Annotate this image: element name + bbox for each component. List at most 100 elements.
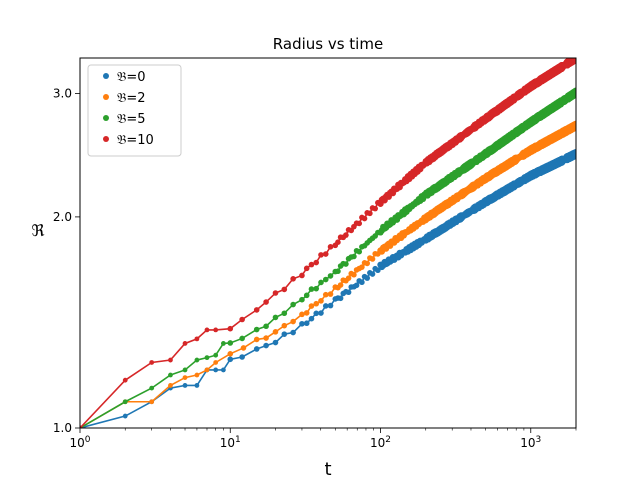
data-point	[572, 122, 576, 129]
data-point	[308, 261, 315, 268]
data-point	[281, 331, 288, 337]
data-point	[359, 264, 365, 270]
legend-marker	[103, 73, 109, 79]
data-point	[351, 271, 357, 278]
data-point	[168, 357, 173, 363]
data-point	[213, 327, 219, 333]
data-point	[253, 336, 260, 343]
legend-box	[87, 64, 182, 157]
legend-label: 𝔅=10	[117, 133, 154, 148]
data-point	[353, 282, 360, 289]
series-1	[80, 120, 576, 428]
data-point	[204, 327, 210, 333]
data-point	[182, 383, 188, 388]
data-point	[359, 279, 365, 286]
data-point	[572, 150, 576, 158]
data-point	[303, 292, 310, 299]
data-point	[80, 425, 83, 428]
data-point	[367, 210, 373, 217]
data-point	[239, 335, 245, 342]
data-point	[375, 267, 381, 274]
data-point	[364, 260, 371, 267]
data-point	[272, 329, 279, 335]
legend-item: 𝔅=10	[103, 133, 154, 148]
data-point	[290, 276, 296, 282]
legend: 𝔅=0 𝔅=2 𝔅=5 𝔅=10	[87, 64, 182, 157]
data-point	[272, 290, 279, 296]
y-tick-label: 3.0	[53, 86, 72, 100]
legend-item: 𝔅=5	[103, 112, 146, 127]
data-point	[220, 367, 226, 373]
data-point	[182, 341, 188, 346]
data-point	[281, 286, 288, 293]
y-tick-label: 2.0	[53, 210, 72, 224]
data-point	[335, 239, 341, 245]
data-point	[240, 345, 247, 351]
data-point	[322, 251, 329, 257]
axes-frame	[79, 57, 577, 429]
data-point	[337, 295, 344, 302]
x-tick-label: 100	[69, 435, 90, 450]
data-point	[369, 271, 376, 277]
data-point	[303, 310, 310, 316]
x-tick-label: 102	[370, 435, 391, 450]
data-point	[361, 215, 368, 222]
legend-label: 𝔅=2	[117, 91, 146, 106]
data-point	[356, 220, 363, 227]
data-point	[572, 89, 576, 96]
legend-marker	[103, 94, 109, 100]
data-point	[122, 413, 128, 419]
data-point	[313, 310, 320, 317]
data-point	[308, 315, 315, 322]
data-point	[290, 318, 296, 325]
y-tick-label: 1.0	[53, 421, 72, 435]
data-point	[322, 303, 329, 309]
data-point	[227, 351, 234, 357]
data-point	[318, 298, 324, 304]
data-point	[194, 357, 200, 363]
data-point	[168, 383, 173, 388]
data-point	[335, 268, 341, 275]
data-point	[263, 323, 269, 330]
data-point	[194, 383, 200, 388]
data-point	[149, 399, 155, 405]
data-point	[364, 275, 371, 281]
data-point	[253, 346, 260, 352]
data-point	[122, 377, 128, 383]
x-tick-label: 101	[220, 435, 241, 450]
data-point	[204, 355, 210, 361]
data-point	[345, 289, 352, 296]
data-point	[313, 285, 320, 292]
data-point	[290, 301, 296, 308]
data-point	[194, 372, 200, 378]
legend-item: 𝔅=2	[103, 91, 146, 106]
legend-marker	[103, 115, 109, 121]
data-point	[299, 296, 305, 303]
data-point	[253, 307, 260, 313]
data-point	[272, 339, 279, 346]
data-point	[227, 356, 234, 363]
data-point	[194, 336, 200, 342]
chart-title: Radius vs time	[273, 35, 383, 53]
data-point	[299, 311, 305, 318]
data-point	[263, 342, 269, 349]
legend-marker	[103, 136, 109, 142]
data-point	[318, 310, 324, 316]
data-point	[327, 244, 334, 250]
data-point	[263, 335, 269, 341]
data-point	[308, 286, 315, 292]
data-point	[213, 360, 219, 365]
data-point	[168, 372, 173, 378]
data-point	[327, 291, 334, 297]
legend-label: 𝔅=0	[117, 70, 146, 85]
data-point	[343, 232, 349, 238]
data-point	[263, 299, 269, 305]
data-point	[213, 352, 219, 358]
data-point	[227, 340, 234, 346]
data-point	[313, 259, 320, 266]
data-point	[290, 329, 296, 336]
data-point	[253, 326, 260, 333]
data-point	[182, 367, 188, 373]
plot-area	[80, 58, 576, 428]
